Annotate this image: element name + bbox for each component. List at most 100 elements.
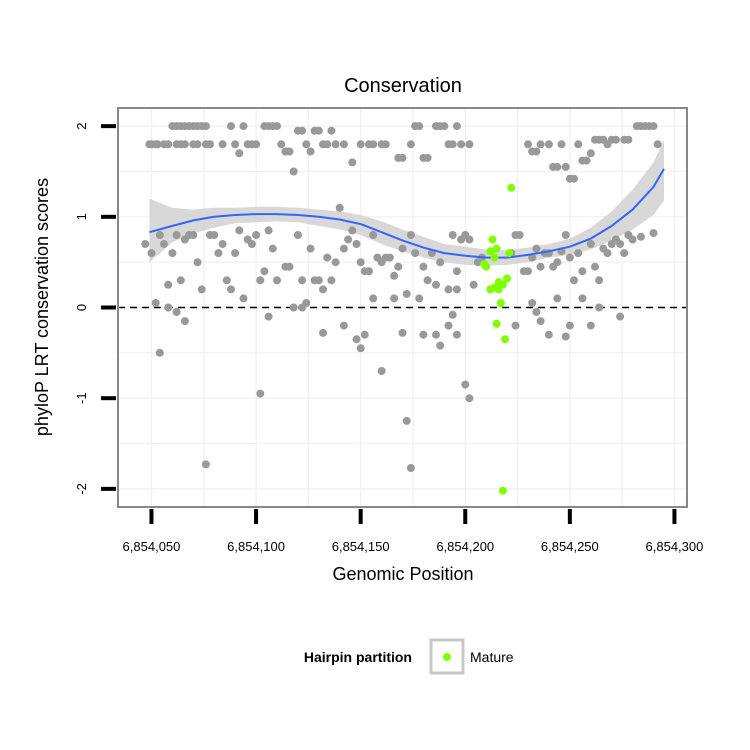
data-point-other bbox=[247, 240, 256, 248]
data-point-mature bbox=[501, 335, 509, 344]
data-point-other bbox=[273, 122, 281, 131]
data-point-other bbox=[260, 267, 269, 276]
data-point-other bbox=[398, 244, 407, 253]
data-point-other bbox=[327, 276, 336, 285]
data-point-other bbox=[331, 140, 340, 149]
data-point-other bbox=[147, 249, 156, 258]
data-point-other bbox=[423, 276, 432, 285]
data-point-other bbox=[172, 231, 181, 239]
data-point-other bbox=[352, 335, 361, 344]
data-point-other bbox=[595, 303, 604, 312]
data-point-other bbox=[327, 126, 336, 135]
other-points bbox=[141, 122, 662, 472]
data-point-other bbox=[377, 367, 386, 375]
data-point-other bbox=[553, 162, 562, 171]
data-point-other bbox=[532, 244, 541, 253]
y-axis-tick-label: 2 bbox=[74, 122, 89, 129]
data-point-other bbox=[235, 226, 244, 235]
data-point-other bbox=[256, 276, 265, 285]
data-point-other bbox=[461, 380, 470, 389]
data-point-mature bbox=[486, 247, 495, 256]
data-point-other bbox=[624, 135, 633, 144]
data-point-other bbox=[239, 294, 248, 303]
legend-title: Hairpin partition bbox=[304, 649, 412, 665]
data-point-other bbox=[469, 280, 478, 289]
data-point-other bbox=[289, 303, 298, 312]
data-point-other bbox=[176, 276, 185, 285]
data-point-other bbox=[273, 276, 281, 285]
data-point-mature bbox=[490, 253, 499, 262]
data-point-other bbox=[465, 235, 474, 244]
data-point-other bbox=[649, 122, 658, 131]
data-point-other bbox=[277, 140, 286, 149]
data-point-other bbox=[285, 262, 294, 271]
data-point-other bbox=[415, 122, 424, 131]
data-point-other bbox=[180, 140, 189, 149]
data-point-mature bbox=[492, 244, 501, 253]
data-point-other bbox=[193, 258, 202, 267]
data-point-other bbox=[193, 140, 202, 149]
data-point-other bbox=[218, 140, 227, 149]
data-point-mature bbox=[503, 274, 512, 283]
y-axis-title: phyloP LRT conservation scores bbox=[32, 178, 52, 436]
x-axis-tick-label: 6,854,150 bbox=[332, 539, 390, 554]
data-point-other bbox=[356, 344, 365, 353]
data-point-other bbox=[160, 240, 168, 248]
data-point-other bbox=[406, 140, 415, 149]
data-point-other bbox=[197, 285, 206, 294]
data-point-other bbox=[565, 253, 574, 262]
data-point-other bbox=[153, 140, 162, 149]
data-point-other bbox=[578, 267, 587, 276]
data-point-other bbox=[452, 267, 461, 276]
data-point-other bbox=[180, 317, 189, 326]
data-point-other bbox=[649, 229, 658, 238]
data-point-other bbox=[452, 330, 461, 339]
data-point-other bbox=[201, 460, 210, 469]
data-point-other bbox=[381, 140, 390, 149]
data-point-other bbox=[553, 294, 562, 303]
data-point-other bbox=[616, 240, 625, 248]
legend-key-mature-dot bbox=[443, 653, 451, 661]
data-point-other bbox=[402, 289, 411, 298]
data-point-other bbox=[411, 249, 420, 258]
data-point-other bbox=[256, 389, 265, 398]
data-point-other bbox=[314, 126, 323, 135]
data-point-other bbox=[620, 249, 629, 258]
data-point-other bbox=[206, 140, 214, 149]
data-point-other bbox=[406, 464, 415, 472]
data-point-other bbox=[524, 140, 532, 149]
data-point-other bbox=[524, 267, 532, 276]
chart-title: Conservation bbox=[344, 75, 462, 97]
y-axis-tick-label: 0 bbox=[74, 304, 89, 311]
data-point-other bbox=[335, 203, 344, 212]
data-point-other bbox=[155, 348, 164, 357]
data-point-other bbox=[394, 262, 403, 271]
data-point-other bbox=[264, 226, 273, 235]
data-point-other bbox=[406, 231, 415, 239]
data-point-other bbox=[591, 262, 599, 271]
data-point-other bbox=[235, 149, 244, 158]
confidence-ribbon-layer bbox=[149, 139, 664, 266]
data-point-other bbox=[289, 167, 298, 176]
data-point-other bbox=[653, 140, 662, 149]
data-point-other bbox=[603, 249, 612, 258]
data-point-other bbox=[352, 240, 361, 248]
data-point-other bbox=[616, 312, 625, 321]
y-axis: -2 -1 0 1 2 bbox=[74, 122, 116, 495]
data-point-other bbox=[398, 153, 407, 162]
smooth-line-layer bbox=[149, 168, 665, 259]
data-point-other bbox=[561, 332, 570, 341]
data-point-other bbox=[168, 249, 177, 258]
data-point-other bbox=[637, 232, 645, 241]
data-point-other bbox=[536, 262, 545, 271]
data-point-other bbox=[448, 310, 457, 319]
legend-label-mature: Mature bbox=[470, 649, 514, 665]
data-point-other bbox=[595, 276, 604, 285]
data-point-other bbox=[436, 341, 445, 350]
mature-points bbox=[480, 183, 516, 495]
data-point-other bbox=[436, 258, 445, 267]
data-point-other bbox=[302, 140, 311, 149]
data-point-other bbox=[582, 156, 591, 165]
data-point-other bbox=[444, 285, 453, 294]
data-point-other bbox=[348, 226, 357, 235]
